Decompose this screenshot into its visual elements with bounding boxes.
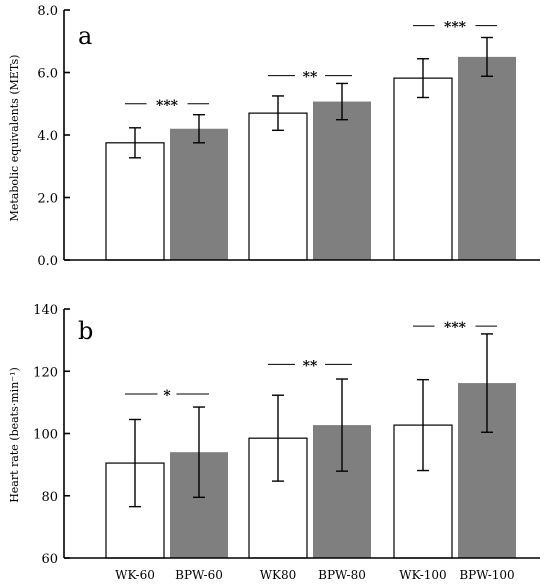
y-tick-label: 8.0 [37, 4, 58, 19]
x-tick-label: WK-100 [399, 568, 446, 582]
bar-bpw-100 [458, 56, 516, 260]
bar-wk80 [248, 112, 308, 261]
significance-label: * [163, 388, 171, 404]
x-tick-label: BPW-80 [318, 568, 366, 582]
y-tick-label: 100 [33, 428, 58, 443]
x-tick-label: BPW-100 [459, 568, 514, 582]
panel-a-letter: a [78, 22, 92, 50]
panel-a-ylabel: Metabolic equivalents (METs) [8, 55, 21, 222]
panel-b-chart: b Heart rate (beats·min⁻¹) ******6080100… [8, 303, 540, 582]
significance-label: *** [444, 320, 467, 336]
y-tick-label: 140 [33, 303, 58, 318]
y-tick-label: 2.0 [37, 192, 58, 207]
x-tick-label: WK-60 [115, 568, 155, 582]
y-tick-label: 60 [41, 552, 58, 567]
panel-b-ylabel: Heart rate (beats·min⁻¹) [8, 367, 21, 503]
y-tick-label: 6.0 [37, 67, 58, 82]
bar-bpw-60 [170, 128, 228, 260]
bar-bpw-80 [313, 101, 371, 260]
significance-label: ** [303, 358, 318, 374]
panel-b-letter: b [78, 317, 93, 345]
y-tick-label: 120 [33, 365, 58, 380]
panel-a-chart: a Metabolic equivalents (METs) ********0… [8, 4, 540, 269]
bar-wk-60 [105, 142, 165, 261]
x-tick-label: BPW-60 [175, 568, 223, 582]
y-tick-label: 0.0 [37, 254, 58, 269]
significance-label: *** [156, 98, 179, 114]
significance-label: *** [444, 20, 467, 36]
x-tick-label: WK80 [260, 568, 297, 582]
significance-label: ** [303, 70, 318, 86]
y-tick-label: 80 [41, 490, 58, 505]
bar-wk-100 [393, 77, 453, 261]
y-tick-label: 4.0 [37, 129, 58, 144]
